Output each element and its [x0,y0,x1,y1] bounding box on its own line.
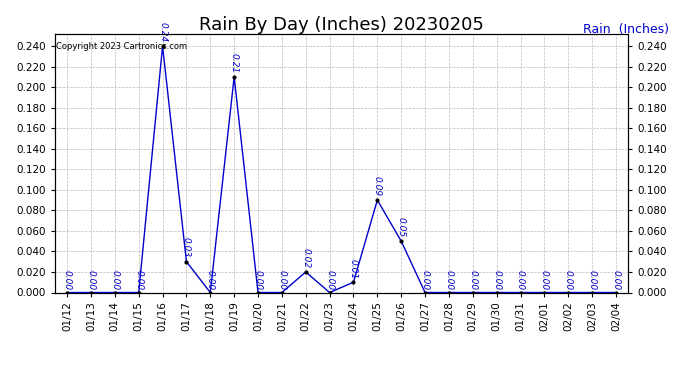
Text: 0.00: 0.00 [516,270,525,290]
Text: 0.00: 0.00 [206,270,215,290]
Text: 0.00: 0.00 [135,270,144,290]
Text: 0.00: 0.00 [540,270,549,290]
Text: 0.01: 0.01 [349,260,358,279]
Text: 0.00: 0.00 [110,270,119,290]
Text: 0.00: 0.00 [86,270,95,290]
Text: 0.03: 0.03 [182,237,191,258]
Text: 0.05: 0.05 [397,217,406,237]
Text: Rain  (Inches): Rain (Inches) [583,22,669,36]
Text: 0.00: 0.00 [492,270,501,290]
Text: 0.21: 0.21 [230,53,239,73]
Text: 0.00: 0.00 [611,270,620,290]
Text: 0.00: 0.00 [253,270,262,290]
Text: 0.09: 0.09 [373,176,382,196]
Text: 0.00: 0.00 [325,270,334,290]
Text: 0.00: 0.00 [564,270,573,290]
Text: 0.00: 0.00 [469,270,477,290]
Text: 0.24: 0.24 [158,22,167,42]
Text: 0.00: 0.00 [277,270,286,290]
Text: Copyright 2023 Cartronics.com: Copyright 2023 Cartronics.com [57,42,188,51]
Text: 0.00: 0.00 [588,270,597,290]
Title: Rain By Day (Inches) 20230205: Rain By Day (Inches) 20230205 [199,16,484,34]
Text: 0.00: 0.00 [444,270,453,290]
Text: 0.02: 0.02 [302,248,310,268]
Text: 0.00: 0.00 [63,270,72,290]
Text: 0.00: 0.00 [421,270,430,290]
